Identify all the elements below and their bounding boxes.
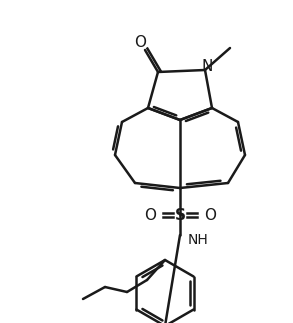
Text: S: S bbox=[175, 207, 185, 223]
Text: O: O bbox=[204, 207, 216, 223]
Text: O: O bbox=[134, 35, 146, 49]
Text: N: N bbox=[201, 58, 213, 74]
Text: NH: NH bbox=[188, 233, 209, 247]
Text: O: O bbox=[144, 207, 156, 223]
